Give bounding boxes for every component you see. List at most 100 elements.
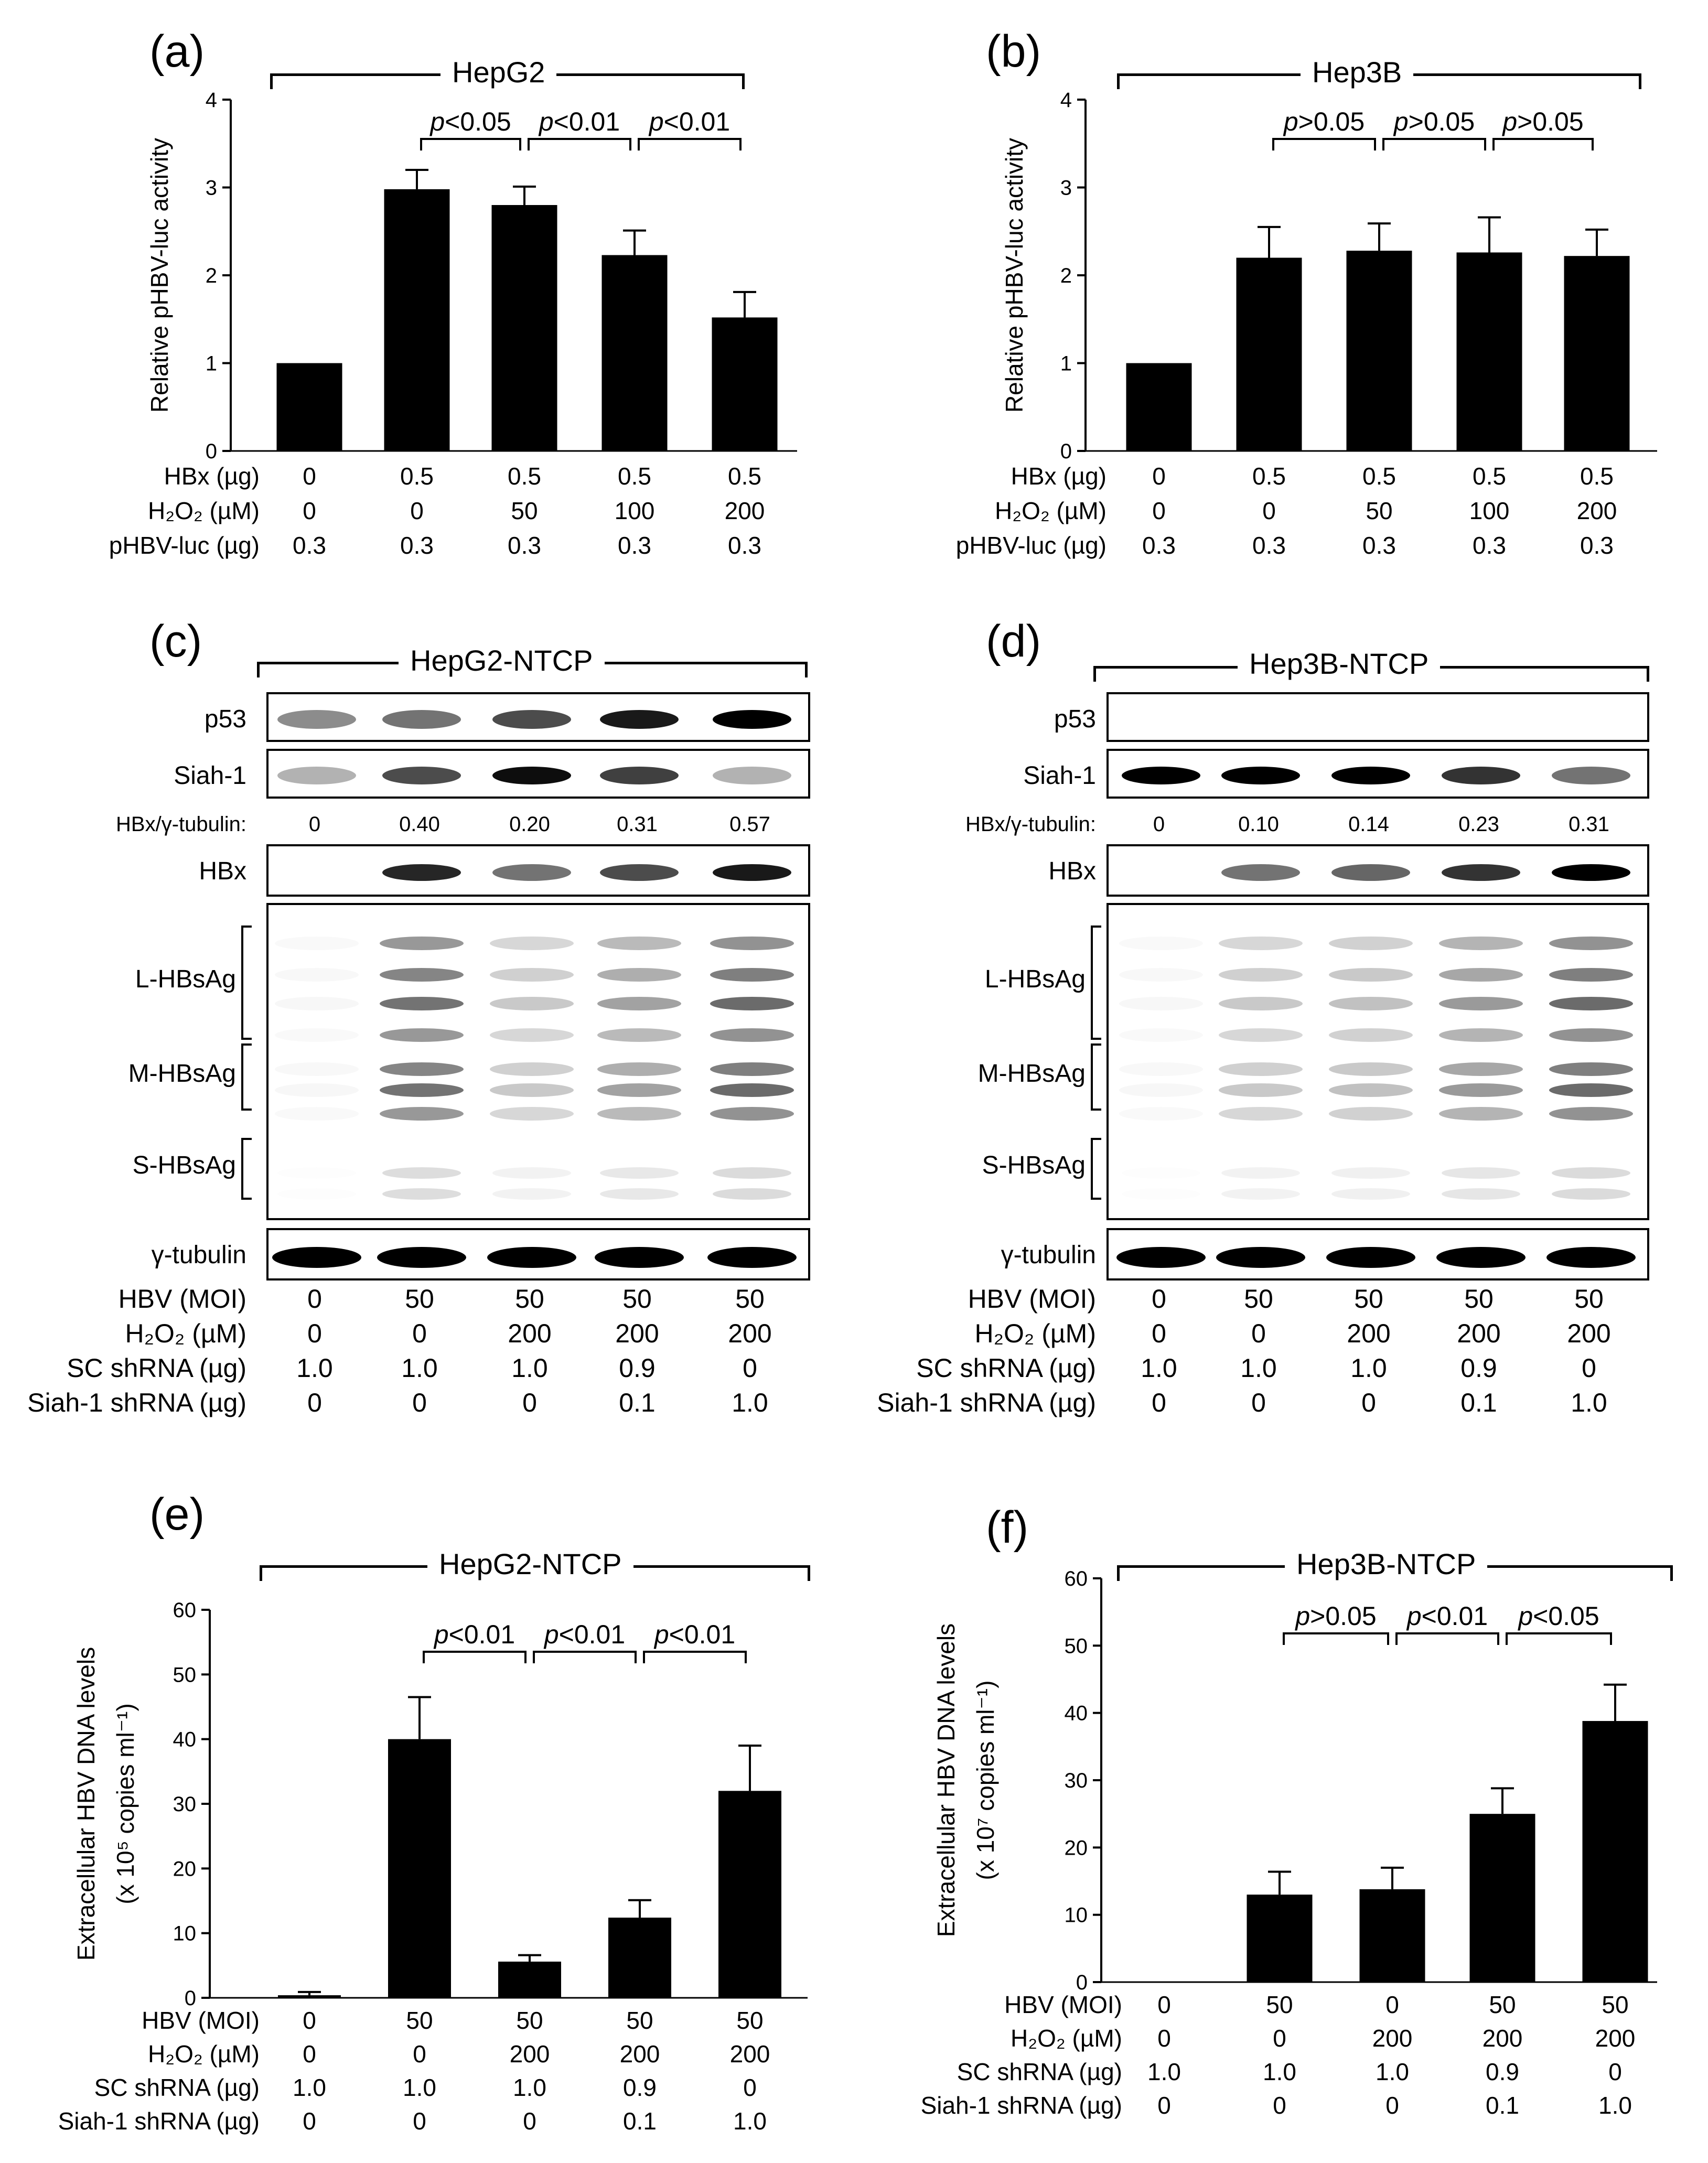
condition-value: 1.0 [511,1353,548,1383]
condition-value: 200 [725,497,765,524]
condition-value: 0.3 [400,532,434,559]
band [710,1028,794,1042]
blot-row-label: L-HBsAg [984,965,1086,993]
band [1549,968,1633,982]
ratio-value: 0.10 [1238,813,1279,836]
condition-value: 0.5 [728,462,761,490]
band [377,1247,466,1268]
condition-value: 0.1 [623,2107,657,2135]
condition-value: 200 [1577,497,1617,524]
condition-value: 1.0 [1350,1353,1387,1383]
blot-strip-siah-1 [1107,749,1649,799]
ratio-label: HBx/γ-tubulin: [965,813,1096,836]
condition-label: H₂O₂ (µM) [148,2040,260,2068]
band [1219,1083,1303,1097]
condition-value: 0.3 [728,532,761,559]
blot-strip-p53 [1107,692,1649,742]
band [1221,1167,1300,1179]
y-tick-label: 20 [1065,1836,1088,1859]
ratio-value: 0 [308,813,321,836]
panel-e: (e) HepG2-NTCP 0 10 20 30 40 50 60 Extracellula… [0,1473,839,2155]
condition-label: HBV (MOI) [968,1284,1096,1314]
blot-row-label: HBx [199,857,246,885]
band [597,1083,681,1097]
condition-value: 1.0 [513,2074,546,2101]
band [380,1107,464,1121]
band [275,1083,359,1097]
condition-value: 0.9 [619,1353,656,1383]
condition-label: pHBV-luc (µg) [109,532,260,559]
band [1442,1167,1520,1179]
bar-chart-f: 0 10 20 30 40 50 60 Extracellular HBV DNA level… [921,1567,1657,2119]
y-axis-label: Relative pHBV-luc activity [1001,138,1028,413]
condition-value: 0 [523,2107,536,2135]
y-tick-label: 60 [173,1599,197,1622]
p-value-label: p<0.01 [648,107,730,136]
band [380,1083,464,1097]
condition-value: 1.0 [1376,2058,1409,2085]
condition-value: 50 [405,1284,434,1314]
condition-value: 200 [1347,1319,1391,1348]
bar [491,205,557,451]
band [272,1247,361,1268]
condition-value: 200 [510,2040,550,2068]
cell-line-title: Hep3B-NTCP [1285,1549,1488,1579]
group-bracket [241,1043,252,1111]
group-bracket [1091,926,1101,1040]
group-bracket [1091,1138,1101,1200]
cell-line-title: HepG2-NTCP [399,646,605,675]
band [710,997,794,1010]
y-axis-label: Extracellular HBV DNA levels [932,1623,960,1937]
bar [1564,256,1630,451]
condition-value: 0.3 [1362,532,1396,559]
band [1329,1028,1413,1042]
condition-value: 0 [413,2107,426,2135]
y-tick-label: 0 [1060,440,1072,463]
condition-value: 200 [508,1319,552,1348]
blot-strip-hbx [266,844,810,897]
band [490,1083,574,1097]
band [1552,864,1630,881]
band [597,968,681,982]
band [492,1167,571,1179]
band [490,937,574,950]
p-value-label: p<0.01 [543,1620,625,1649]
y-axis-label: Extracellular HBV DNA levels [72,1647,100,1961]
condition-label: SC shRNA (µg) [67,1353,246,1383]
y-tick-label: 10 [173,1922,197,1945]
p-value-label: p>0.05 [1501,107,1583,136]
panel-label: (f) [986,1502,1029,1553]
band [1331,1167,1410,1179]
ratio-label: HBx/γ-tubulin: [116,813,246,836]
condition-value: 0.9 [623,2074,657,2101]
condition-value: 0 [1251,1319,1266,1348]
condition-value: 0.5 [1362,462,1396,490]
condition-value: 50 [511,497,538,524]
panel-f: (f) Hep3B-NTCP 0 10 20 30 40 50 60 Extracellula… [850,1473,1708,2155]
ratio-value: 0.31 [1569,813,1609,836]
band [382,767,461,784]
band [597,1107,681,1121]
band [1439,1062,1523,1076]
condition-value: 0 [1361,1388,1376,1417]
band [277,1188,356,1200]
band [1549,1083,1633,1097]
condition-value: 0.3 [1580,532,1614,559]
band [713,1167,791,1179]
condition-value: 200 [1457,1319,1501,1348]
band [1442,864,1520,881]
bar [1126,363,1192,451]
condition-value: 0.3 [618,532,651,559]
western-blot-c: (c) HepG2-NTCP p53 Siah-1 HBx/γ-tubulin: 0 0… [0,593,839,1432]
condition-label: Siah-1 shRNA (µg) [877,1388,1096,1417]
band [1116,1247,1206,1268]
band [275,1062,359,1076]
band [1329,968,1413,982]
band [492,1188,571,1200]
band [710,968,794,982]
condition-value: 0 [1385,1991,1399,2018]
cell-line-title: Hep3B [1301,58,1414,87]
condition-label: SC shRNA (µg) [957,2058,1122,2085]
condition-value: 0 [522,1388,537,1417]
blot-row-label: γ-tubulin [151,1241,246,1269]
